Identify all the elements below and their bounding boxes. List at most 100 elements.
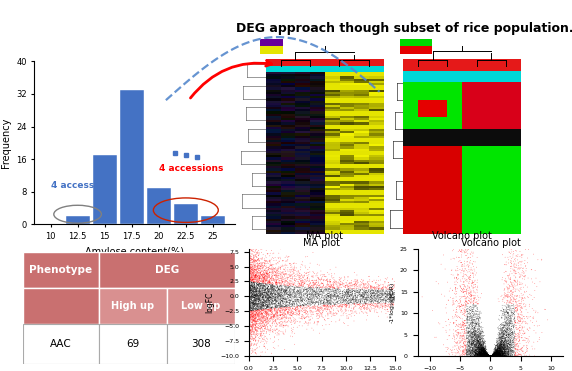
Point [331, 290, 340, 296]
Point [247, 294, 256, 300]
Point [487, 353, 496, 359]
Point [244, 212, 253, 218]
Point [487, 353, 496, 359]
Point [479, 339, 488, 345]
Point [497, 327, 506, 333]
Point [306, 298, 315, 304]
Point [245, 269, 255, 275]
Point [290, 293, 299, 299]
Point [496, 347, 506, 353]
Point [314, 302, 323, 308]
Point [259, 285, 268, 290]
Point [254, 321, 263, 326]
Point [295, 274, 304, 280]
Point [494, 346, 503, 352]
Point [353, 279, 363, 285]
Point [468, 341, 478, 347]
Point [483, 351, 492, 357]
Point [468, 321, 477, 326]
Point [492, 353, 501, 359]
Point [476, 328, 485, 334]
Point [459, 307, 468, 313]
Point [259, 275, 268, 280]
Point [271, 294, 280, 300]
Point [477, 348, 486, 354]
Point [466, 251, 475, 257]
Point [295, 303, 304, 309]
Point [476, 350, 486, 356]
Point [495, 328, 504, 334]
Point [495, 348, 505, 354]
Point [483, 352, 492, 358]
Point [251, 319, 260, 325]
Point [302, 302, 311, 308]
Point [245, 267, 254, 273]
Point [324, 283, 333, 289]
Point [245, 286, 255, 292]
Point [263, 268, 272, 274]
Point [248, 278, 257, 283]
Point [245, 252, 254, 258]
Point [448, 246, 458, 252]
Point [459, 289, 468, 295]
Point [449, 331, 458, 337]
Point [249, 299, 258, 305]
Point [351, 297, 360, 303]
Point [490, 353, 499, 359]
Point [264, 279, 273, 285]
Point [495, 350, 505, 356]
Point [449, 327, 458, 333]
Point [498, 348, 507, 354]
Point [468, 249, 478, 255]
Point [452, 254, 461, 260]
Point [502, 352, 511, 358]
Point [303, 295, 312, 301]
Point [259, 302, 268, 308]
Point [355, 289, 364, 295]
Point [245, 264, 254, 270]
Point [499, 352, 509, 358]
Point [326, 299, 335, 305]
Point [498, 341, 507, 347]
Point [249, 295, 258, 301]
Point [502, 246, 511, 252]
Point [486, 353, 495, 359]
Point [462, 323, 471, 329]
Point [295, 282, 304, 288]
Point [510, 297, 519, 303]
Point [264, 296, 273, 302]
Point [276, 289, 285, 295]
Point [474, 327, 483, 333]
Point [473, 325, 482, 331]
Point [343, 293, 352, 299]
Point [470, 352, 479, 358]
Point [499, 340, 508, 346]
Point [268, 270, 277, 276]
Point [349, 295, 359, 301]
Point [260, 256, 269, 262]
Point [480, 351, 490, 357]
Point [269, 272, 279, 278]
Point [499, 352, 508, 358]
Point [300, 273, 309, 279]
Point [246, 328, 255, 334]
Point [265, 311, 275, 316]
Point [472, 352, 482, 358]
Point [510, 342, 519, 348]
Point [459, 273, 468, 279]
Point [504, 341, 513, 347]
Point [508, 339, 517, 345]
Point [451, 343, 460, 349]
Point [509, 267, 518, 273]
Point [494, 351, 503, 357]
Point [297, 261, 306, 267]
Point [267, 305, 276, 311]
Point [475, 351, 484, 357]
Point [264, 296, 273, 302]
Point [521, 330, 530, 336]
Point [471, 347, 480, 352]
Point [260, 240, 269, 246]
Point [265, 302, 275, 308]
Point [260, 305, 269, 311]
Point [283, 310, 292, 316]
